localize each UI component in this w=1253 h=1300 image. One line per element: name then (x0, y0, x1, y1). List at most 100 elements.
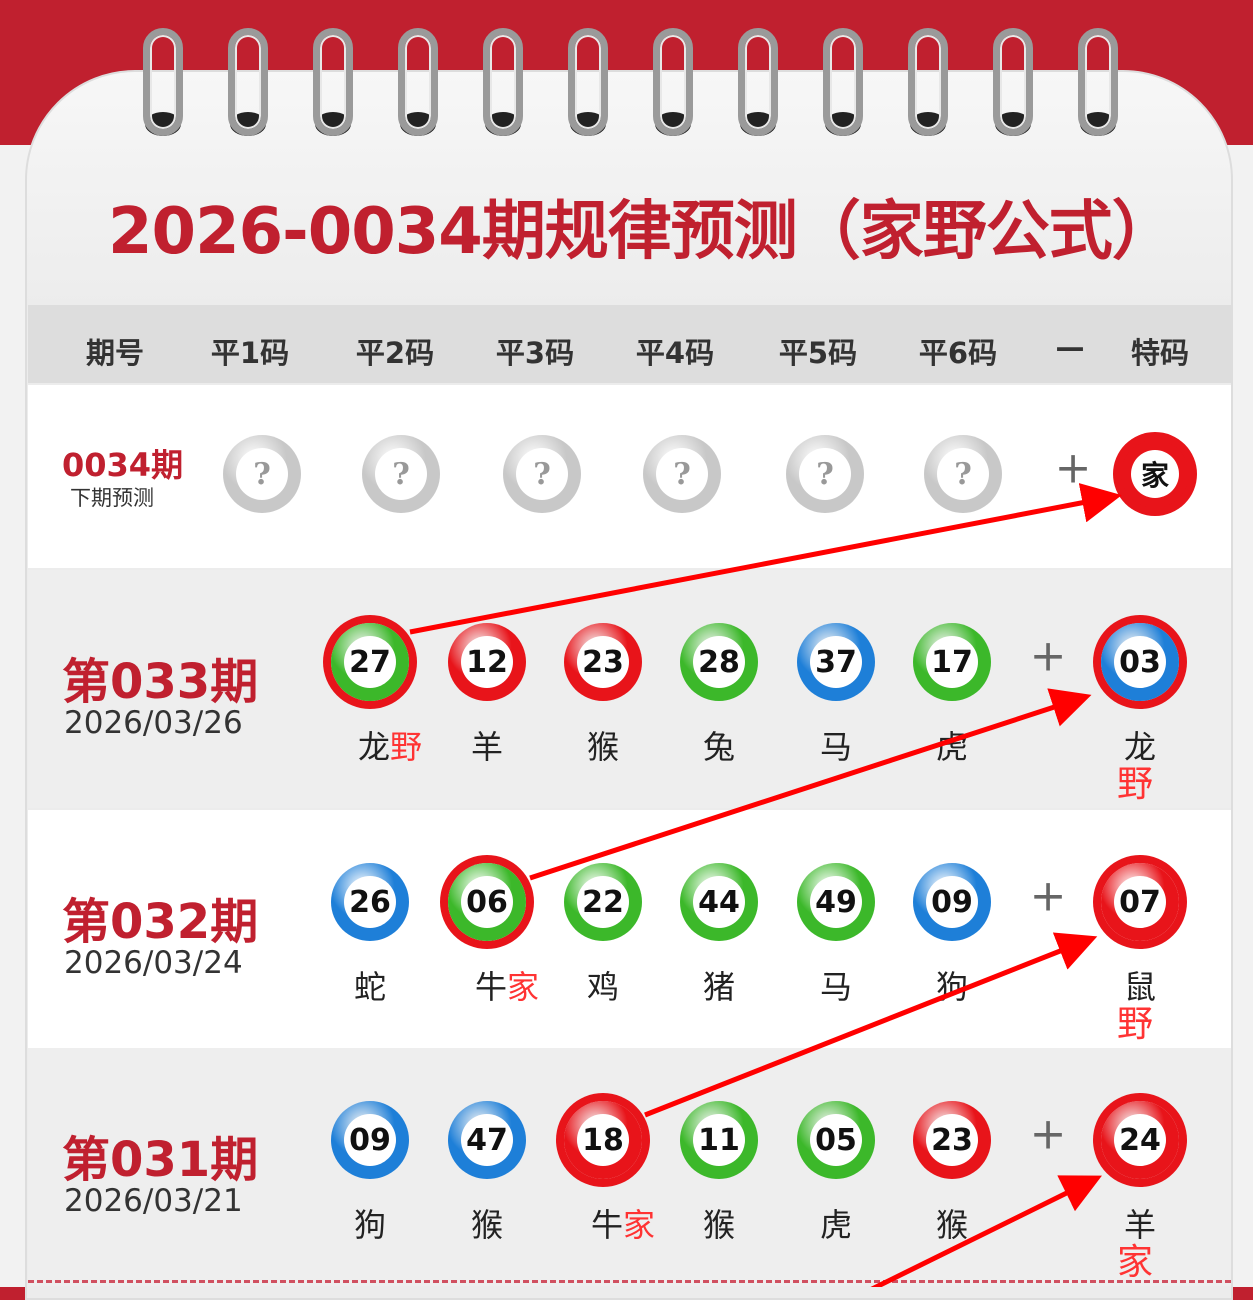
ball-number: 23 (577, 636, 629, 688)
binding-ring (568, 28, 608, 136)
ball-number: ? (375, 448, 427, 500)
zodiac-label: 马 (819, 968, 853, 1006)
zodiac-label: 鸡 (586, 968, 620, 1006)
ball-number: 22 (577, 876, 629, 928)
ball-label: 家 (1131, 450, 1179, 498)
divider (28, 1280, 1231, 1283)
lottery-ball: 17 (913, 623, 991, 701)
binding-ring (313, 28, 353, 136)
ball-number: ? (799, 448, 851, 500)
binding-ring (908, 28, 948, 136)
zodiac-label: 羊 (1123, 1206, 1157, 1244)
zodiac-label: 马 (819, 728, 853, 766)
zodiac-label: 猴 (470, 1206, 504, 1244)
lottery-ball: 07 (1101, 863, 1179, 941)
home-wild-tag: 家 (507, 968, 540, 1006)
lottery-ball: 11 (680, 1101, 758, 1179)
lottery-ball: 09 (331, 1101, 409, 1179)
home-wild-tag: 家 (1116, 1242, 1154, 1283)
lottery-ball: 47 (448, 1101, 526, 1179)
ball-number: 12 (461, 636, 513, 688)
prediction-period: 0034期 (62, 446, 184, 484)
binding-ring (653, 28, 693, 136)
header-cell: — (1055, 330, 1085, 364)
header-cell: 平3码 (495, 336, 575, 370)
zodiac-label: 牛家 (590, 1206, 656, 1244)
binding-ring (143, 28, 183, 136)
plus-sign: + (1029, 870, 1067, 922)
lottery-ball: ? (503, 435, 581, 513)
ball-number: 23 (926, 1114, 978, 1166)
lottery-ball: 12 (448, 623, 526, 701)
arrow (644, 932, 1098, 1118)
zodiac-label: 牛家 (474, 968, 540, 1006)
zodiac-label: 龙 (1123, 728, 1157, 766)
ball-number: ? (236, 448, 288, 500)
ball-number: 06 (461, 876, 513, 928)
home-wild-tag: 家 (623, 1206, 656, 1244)
lottery-ball: 26 (331, 863, 409, 941)
lottery-ball: 03 (1101, 623, 1179, 701)
lottery-ball: 09 (913, 863, 991, 941)
ball-number: 09 (926, 876, 978, 928)
header-cell: 期号 (85, 336, 145, 370)
binding-ring (398, 28, 438, 136)
ball-number: 27 (344, 636, 396, 688)
zodiac-label: 狗 (353, 1206, 387, 1244)
lottery-ball: 23 (564, 623, 642, 701)
zodiac-label: 兔 (702, 728, 736, 766)
binding-ring (1078, 28, 1118, 136)
lottery-ball: 28 (680, 623, 758, 701)
ball-number: 17 (926, 636, 978, 688)
lottery-ball: 49 (797, 863, 875, 941)
plus-sign: + (1029, 630, 1067, 682)
zodiac-label: 羊 (470, 728, 504, 766)
ball-number: 28 (693, 636, 745, 688)
home-wild-tag: 野 (1116, 764, 1154, 805)
ball-number: 37 (810, 636, 862, 688)
lottery-ball: 18 (564, 1101, 642, 1179)
zodiac-label: 猴 (702, 1206, 736, 1244)
ball-number: 03 (1114, 636, 1166, 688)
ball-number: 11 (693, 1114, 745, 1166)
zodiac-label: 虎 (819, 1206, 853, 1244)
period-date: 2026/03/24 (64, 945, 243, 981)
lottery-ball: 06 (448, 863, 526, 941)
lottery-ball: 24 (1101, 1101, 1179, 1179)
header-cell: 平2码 (355, 336, 435, 370)
table-header (28, 305, 1231, 383)
ball-number: 47 (461, 1114, 513, 1166)
arrow (409, 483, 1122, 635)
ball-number: 49 (810, 876, 862, 928)
arrow (870, 1175, 1102, 1287)
binding-ring (228, 28, 268, 136)
lottery-ball: 23 (913, 1101, 991, 1179)
ball-number: 18 (577, 1114, 629, 1166)
header-cell: 特码 (1130, 336, 1190, 370)
lottery-ball: ? (786, 435, 864, 513)
period-name: 第032期 (62, 894, 259, 950)
binding-ring (483, 28, 523, 136)
lottery-ball: 44 (680, 863, 758, 941)
binding-ring (993, 28, 1033, 136)
home-wild-tag: 野 (1116, 1004, 1154, 1045)
binding-ring (738, 28, 778, 136)
ball-number: 26 (344, 876, 396, 928)
zodiac-label: 猴 (935, 1206, 969, 1244)
lottery-ball: ? (223, 435, 301, 513)
arrow (529, 688, 1092, 881)
lottery-ball: 05 (797, 1101, 875, 1179)
ball-number: ? (516, 448, 568, 500)
zodiac-label: 猴 (586, 728, 620, 766)
home-wild-tag: 野 (390, 728, 423, 766)
period-name: 第033期 (62, 654, 259, 710)
ball-number: 09 (344, 1114, 396, 1166)
prediction-label: 下期预测 (70, 486, 154, 510)
zodiac-label: 猪 (702, 968, 736, 1006)
zodiac-label: 蛇 (353, 968, 387, 1006)
lottery-ball: ? (924, 435, 1002, 513)
lottery-ball: 22 (564, 863, 642, 941)
binding-ring (823, 28, 863, 136)
header-cell: 平1码 (210, 336, 290, 370)
special-prediction-ball: 家 (1121, 440, 1189, 508)
